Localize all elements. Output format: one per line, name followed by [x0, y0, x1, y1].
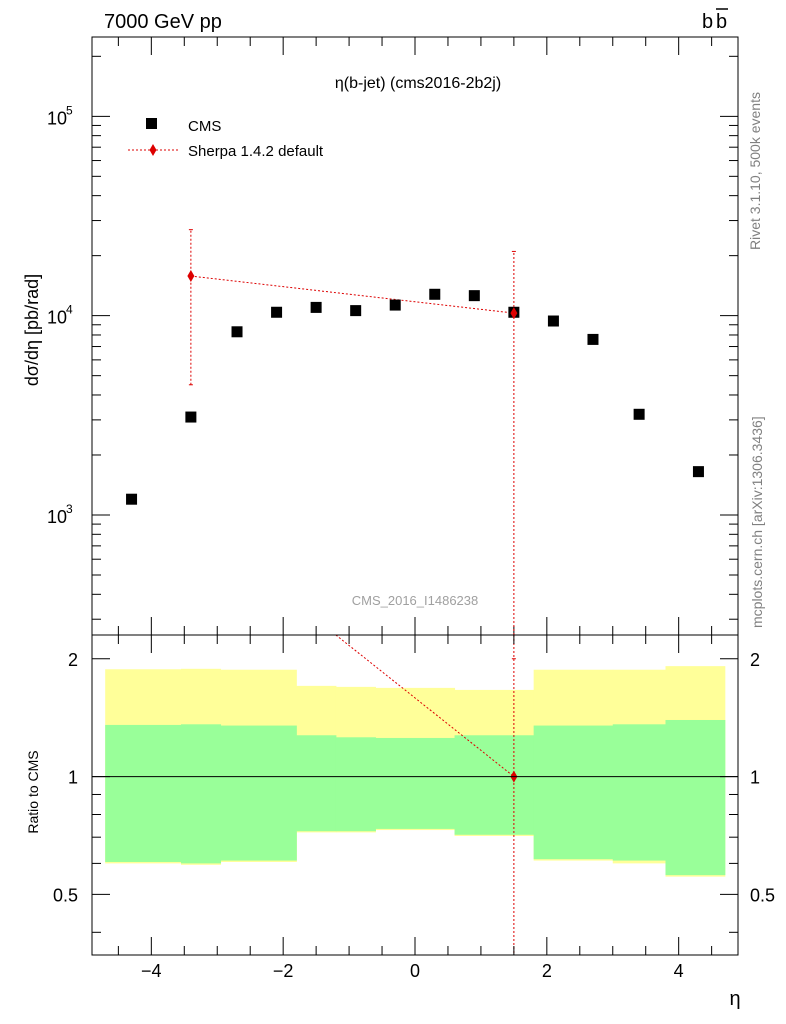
x-axis-label: η	[729, 988, 740, 1010]
x-tick-label: 4	[674, 961, 684, 981]
cms-data-point	[310, 301, 322, 313]
cms-data-point	[350, 305, 362, 317]
svg-text:b: b	[716, 11, 727, 33]
ratio-y-tick-label-right: 2	[750, 650, 760, 670]
ratio-green-band	[335, 737, 376, 832]
x-tick-label: −2	[273, 961, 294, 981]
legend-marker-cms	[146, 118, 157, 129]
ratio-y-tick-label-right: 0.5	[750, 885, 775, 905]
main-panel: η(b-jet) (cms2016-2b2j) CMS_2016_I148623…	[47, 36, 739, 636]
ratio-green-band	[375, 737, 456, 829]
cms-data-point	[587, 333, 599, 345]
legend-label-sherpa: Sherpa 1.4.2 default	[188, 143, 324, 160]
ratio-green-band	[454, 735, 535, 835]
ratio-uncertainty-bands	[105, 666, 726, 877]
chart-title: η(b-jet) (cms2016-2b2j)	[335, 75, 501, 92]
ratio-y-tick-label: 0.5	[53, 885, 78, 905]
cms-data-point	[126, 493, 138, 505]
ratio-y-tick-label: 2	[68, 650, 78, 670]
x-tick-label: 0	[410, 961, 420, 981]
x-axis: −4 −2 0 2 4	[117, 635, 713, 981]
main-y-tick-label: 10	[47, 108, 67, 128]
ratio-green-band	[612, 724, 666, 861]
ratio-y-axis: 0.5 0.5 1 1 2 2	[53, 650, 775, 933]
ratio-y-tick-label-right: 1	[750, 768, 760, 788]
ratio-green-band	[180, 724, 222, 864]
cms-data-point	[547, 315, 559, 327]
legend: CMS Sherpa 1.4.2 default	[128, 118, 324, 160]
ratio-green-band	[105, 724, 182, 862]
ratio-green-band	[533, 725, 614, 860]
sherpa-data-point	[510, 307, 518, 320]
header-final-state-label: b b	[702, 8, 728, 33]
cms-data-point	[185, 411, 197, 423]
analysis-watermark: CMS_2016_I1486238	[352, 593, 479, 608]
cms-data-point	[429, 288, 441, 300]
cms-data-point	[692, 466, 704, 478]
rivet-version-label: Rivet 3.1.10, 500k events	[747, 92, 763, 250]
cms-data-point	[468, 290, 480, 302]
mcplots-source-label: mcplots.cern.ch [arXiv:1306.3436]	[749, 416, 765, 628]
main-y-tick-label: 10	[47, 308, 67, 328]
cms-data-point	[271, 306, 283, 318]
header-process-label: 7000 GeV pp	[104, 11, 222, 33]
ratio-sherpa-line	[335, 634, 515, 777]
ratio-panel: 0.5 0.5 1 1 2 2 −4 −2 0 2 4	[53, 634, 775, 981]
main-y-tick-label: 10	[47, 507, 67, 527]
legend-label-cms: CMS	[188, 118, 221, 135]
ratio-y-tick-label: 1	[68, 768, 78, 788]
main-data-layer	[126, 229, 704, 635]
ratio-green-band	[220, 725, 297, 861]
ratio-green-band	[665, 719, 726, 876]
ratio-green-band	[296, 735, 337, 832]
main-y-tick-exponent: 5	[66, 103, 73, 117]
main-y-axis-label: dσ/dη [pb/rad]	[22, 274, 42, 386]
sherpa-data-point	[187, 270, 195, 283]
legend-marker-sherpa	[149, 144, 157, 156]
svg-text:b: b	[702, 11, 713, 33]
main-y-tick-exponent: 3	[66, 502, 73, 516]
main-y-tick-exponent: 4	[66, 303, 73, 317]
cms-data-point	[389, 299, 401, 311]
x-tick-label: −4	[141, 961, 162, 981]
cms-data-point	[231, 326, 243, 338]
x-tick-label: 2	[542, 961, 552, 981]
ratio-y-axis-label: Ratio to CMS	[25, 750, 41, 833]
cms-data-point	[633, 408, 645, 420]
